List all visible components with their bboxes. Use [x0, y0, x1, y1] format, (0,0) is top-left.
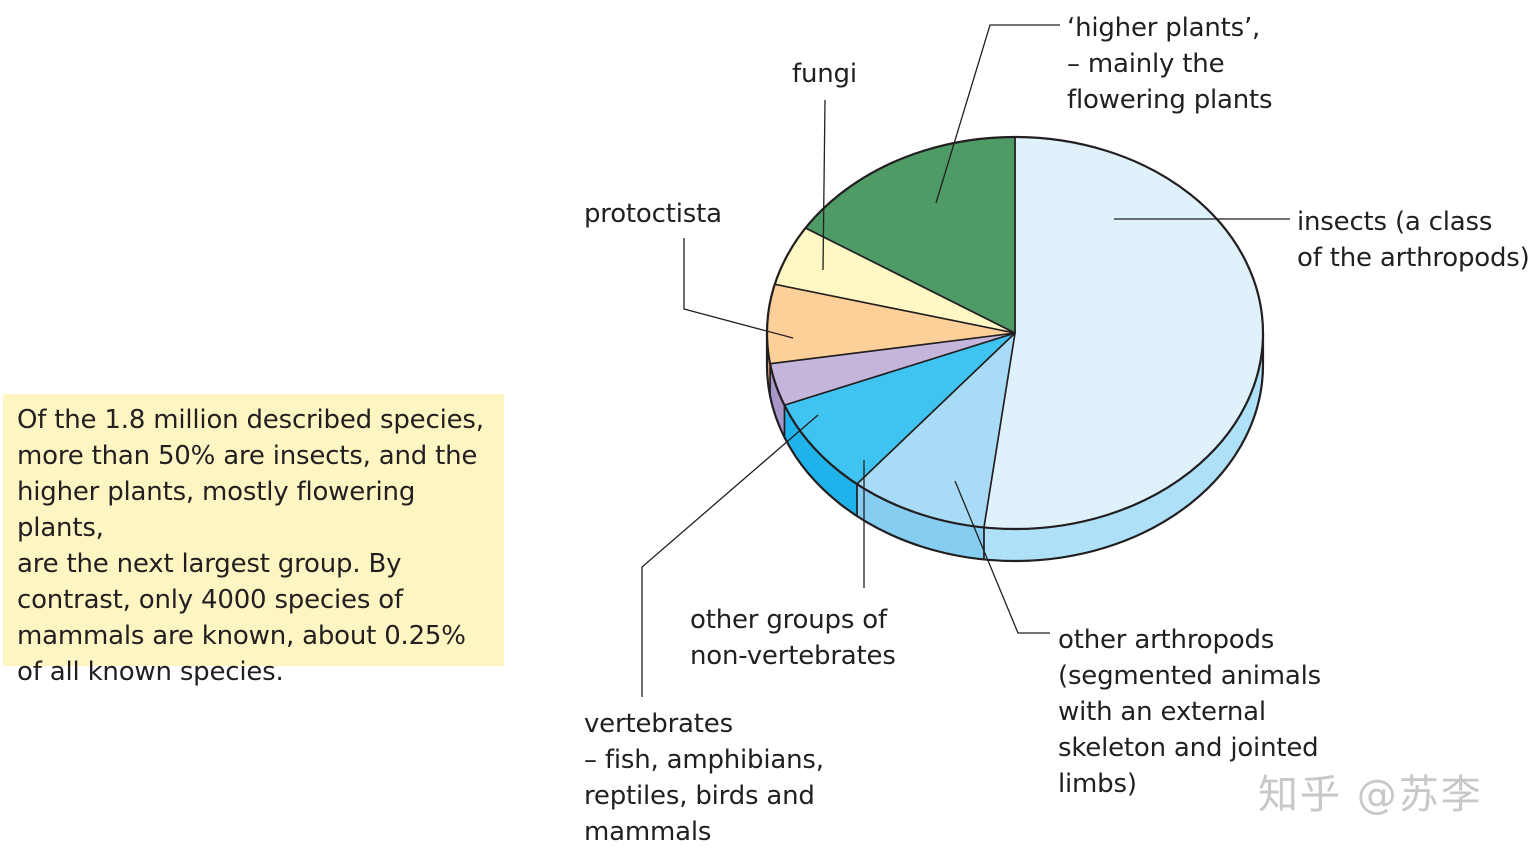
slice-label: other arthropods (segmented animals with a… [1058, 625, 1321, 799]
slice-label: protoctista [584, 199, 722, 229]
slice-label-line: other groups of [690, 605, 888, 635]
slice-label-line: reptiles, birds and [584, 781, 815, 811]
leader-lines [641, 24, 1290, 697]
slice-label-line: flowering plants [1067, 85, 1272, 115]
slice-label-line: non-vertebrates [690, 641, 896, 671]
slice-label-line: fungi [792, 59, 857, 89]
caption-line: mammals are known, about 0.25% [17, 621, 466, 651]
caption-line: Of the 1.8 million described species, [17, 405, 484, 435]
slice-label-line: vertebrates [584, 709, 733, 739]
caption-line: are the next largest group. By [17, 549, 402, 579]
slice-label-line: insects (a class [1297, 207, 1492, 237]
leader-line [822, 99, 826, 271]
slice-label-line: ‘higher plants’, [1067, 13, 1260, 43]
slice-label-line: protoctista [584, 199, 722, 229]
slice-label: ‘higher plants’, – mainly the flowering pl… [1067, 13, 1272, 115]
slice-label-line: with an external [1058, 697, 1266, 727]
pie-rim-outline [765, 333, 1265, 563]
leader-line [683, 238, 794, 339]
slice-label-line: mammals [584, 817, 711, 847]
slice-labels: insects (a class of the arthropods) other … [584, 13, 1530, 847]
watermark: 知乎 @苏李 [1258, 772, 1483, 818]
leader-line [954, 480, 1050, 634]
slice-label: insects (a class of the arthropods) [1297, 207, 1530, 273]
caption-box: Of the 1.8 million described species, mo… [3, 394, 504, 687]
slice-label-line: limbs) [1058, 769, 1137, 799]
pie-layer [765, 135, 1265, 563]
caption-line: more than 50% are insects, and the [17, 441, 478, 471]
caption-line: contrast, only 4000 species of [17, 585, 403, 615]
slice-label-line: – mainly the [1067, 49, 1224, 79]
slice-label: other groups of non-vertebrates [690, 605, 896, 671]
slice-label: fungi [792, 59, 857, 89]
slice-label-line: – fish, amphibians, [584, 745, 824, 775]
caption-text: Of the 1.8 million described species, mo… [17, 402, 504, 690]
caption-line: of all known species. [17, 657, 284, 687]
slice-label: vertebrates – fish, amphibians, reptiles, … [584, 709, 824, 847]
caption-line: higher plants, mostly flowering plants, [17, 477, 416, 543]
slice-label-line: (segmented animals [1058, 661, 1321, 691]
leader-line [641, 414, 819, 697]
leader-line [935, 24, 1060, 204]
pie-top-outline [765, 135, 1265, 531]
slice-label-line: skeleton and jointed [1058, 733, 1318, 763]
slice-label-line: of the arthropods) [1297, 243, 1530, 273]
slice-label-line: other arthropods [1058, 625, 1274, 655]
